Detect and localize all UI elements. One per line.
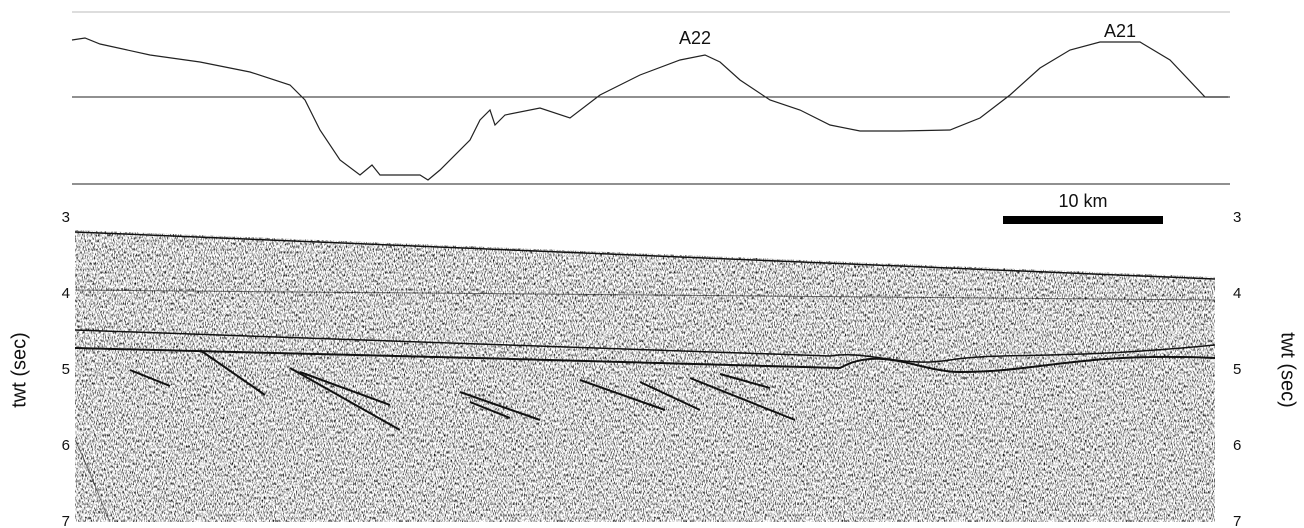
y-tick-label: 3 bbox=[1233, 209, 1241, 226]
figure: A22 A21 10 km twt (sec) twt (sec) bbox=[0, 0, 1304, 528]
y-axis-label: twt (sec) bbox=[1277, 332, 1299, 408]
y-tick-label: 5 bbox=[1233, 361, 1241, 378]
y-tick-label: 7 bbox=[62, 513, 70, 528]
anomaly-curve bbox=[72, 38, 1228, 180]
anomaly-panel: A22 A21 bbox=[72, 12, 1230, 184]
y-tick-label: 5 bbox=[62, 361, 70, 378]
y-tick-label: 7 bbox=[1233, 513, 1241, 528]
scale-label: 10 km bbox=[1058, 191, 1107, 211]
peak-label: A22 bbox=[679, 28, 711, 48]
y-tick-label: 4 bbox=[62, 285, 70, 302]
seismic-section bbox=[75, 225, 1215, 525]
y-tick-label: 6 bbox=[62, 437, 70, 454]
y-axis-label: twt (sec) bbox=[8, 332, 30, 408]
peak-label: A21 bbox=[1104, 21, 1136, 41]
scale-bar bbox=[1003, 216, 1163, 224]
y-tick-label: 4 bbox=[1233, 285, 1241, 302]
y-tick-label: 6 bbox=[1233, 437, 1241, 454]
y-tick-label: 3 bbox=[62, 209, 70, 226]
seismic-texture bbox=[75, 225, 1215, 525]
